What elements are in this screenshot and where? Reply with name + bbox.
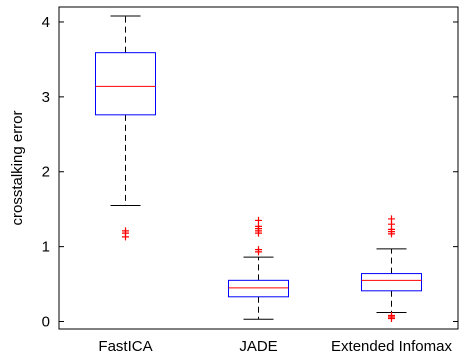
box-group: [228, 216, 289, 320]
outlier-point: [122, 227, 129, 235]
iqr-box: [95, 52, 156, 116]
iqr-box: [228, 279, 289, 298]
y-tick-label: 0: [42, 314, 50, 331]
y-tick-label: 1: [42, 239, 50, 256]
box-group: [95, 15, 156, 241]
x-axis-categories: FastICA JADE Extended Infomax: [98, 338, 452, 355]
outlier-point: [255, 246, 262, 254]
outlier-point: [255, 216, 262, 224]
box-series: [95, 15, 422, 323]
x-category-label: Extended Infomax: [331, 338, 452, 355]
iqr-box: [361, 273, 422, 292]
y-tick-label: 4: [42, 14, 50, 31]
outlier-point: [255, 222, 262, 230]
y-axis-ticks: 0 1 2 3 4: [42, 14, 458, 331]
y-tick-label: 3: [42, 89, 50, 106]
x-category-label: FastICA: [98, 338, 152, 355]
plot-area-frame: [58, 6, 459, 330]
y-tick-label: 2: [42, 164, 50, 181]
y-axis-label: crosstalking error: [9, 110, 26, 225]
outlier-point: [388, 215, 395, 223]
outlier-point: [388, 312, 395, 320]
x-category-label: JADE: [239, 338, 277, 355]
box-group: [361, 215, 422, 323]
